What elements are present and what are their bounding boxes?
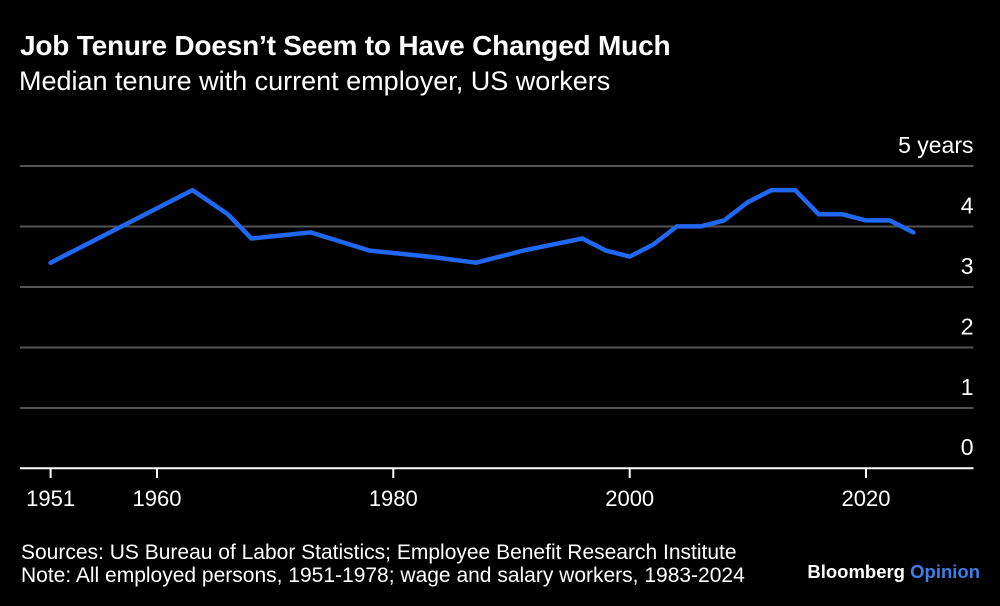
svg-text:1980: 1980 (369, 486, 418, 511)
svg-text:2020: 2020 (842, 486, 891, 511)
svg-text:3: 3 (961, 253, 974, 279)
svg-text:4: 4 (961, 192, 974, 218)
svg-text:5 years: 5 years (898, 132, 973, 158)
svg-text:0: 0 (961, 434, 974, 460)
svg-text:1960: 1960 (133, 486, 182, 511)
svg-text:1951: 1951 (26, 486, 75, 511)
svg-text:2000: 2000 (605, 486, 654, 511)
svg-text:1: 1 (961, 374, 974, 400)
svg-text:2: 2 (961, 313, 974, 339)
